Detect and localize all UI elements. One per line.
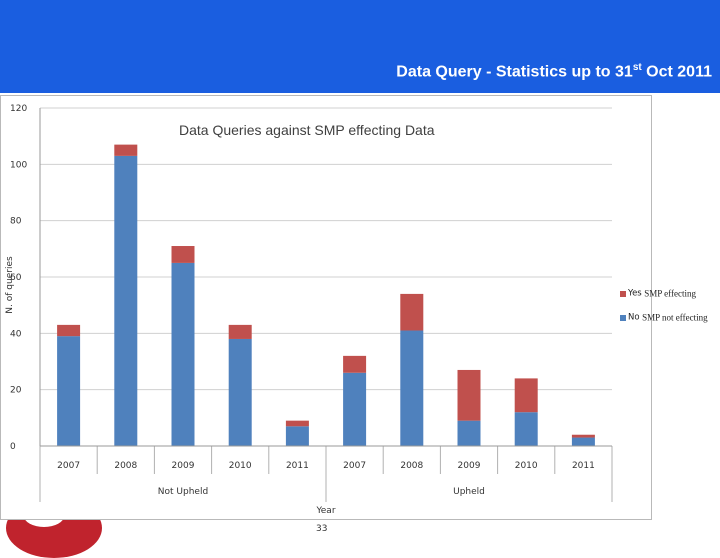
chart-legend: Yes SMP effecting No SMP not effecting bbox=[620, 288, 708, 336]
legend-swatch-yes bbox=[620, 290, 626, 297]
bar-yes-3 bbox=[228, 324, 252, 339]
x-tick-label-3: 2010 bbox=[229, 461, 252, 471]
legend-code-yes: Yes bbox=[628, 288, 642, 299]
x-tick-label-7: 2009 bbox=[458, 461, 481, 471]
bar-no-4 bbox=[285, 426, 309, 446]
y-tick-label-40: 40 bbox=[10, 329, 22, 339]
bar-no-6 bbox=[400, 330, 424, 446]
legend-swatch-no bbox=[620, 314, 626, 321]
bar-yes-7 bbox=[457, 369, 481, 421]
x-tick-label-6: 2008 bbox=[400, 461, 423, 471]
page-number: 33 bbox=[316, 524, 328, 534]
slide-title-main: Data Query - Statistics up to 31 bbox=[396, 63, 633, 81]
bar-no-1 bbox=[114, 155, 138, 446]
bar-yes-2 bbox=[171, 246, 195, 263]
x-tick-label-0: 2007 bbox=[57, 461, 80, 471]
bar-no-7 bbox=[457, 420, 481, 446]
legend-code-no: No bbox=[628, 312, 640, 323]
stacked-bar-chart: 0 20 40 60 80 100 120 2007 2008 2009 2010 2011 2007 2… bbox=[5, 104, 613, 516]
legend-label-yes: SMP effecting bbox=[644, 288, 696, 299]
legend-item-no: No SMP not effecting bbox=[620, 312, 708, 336]
bar-no-5 bbox=[343, 372, 367, 446]
y-axis-title: N. of queries bbox=[5, 256, 15, 314]
chart-title: Data Queries against SMP effecting Data bbox=[179, 122, 435, 138]
bar-yes-6 bbox=[400, 293, 424, 331]
bar-no-3 bbox=[228, 338, 252, 446]
bar-no-9 bbox=[571, 437, 595, 446]
legend-item-yes: Yes SMP effecting bbox=[620, 288, 708, 312]
bar-yes-8 bbox=[514, 378, 538, 413]
bar-yes-1 bbox=[114, 144, 138, 156]
bar-yes-4 bbox=[285, 420, 309, 427]
slide-title-tail: Oct 2011 bbox=[641, 63, 712, 81]
x-tick-label-4: 2011 bbox=[286, 461, 309, 471]
bar-no-8 bbox=[514, 412, 538, 446]
x-tick-label-2: 2009 bbox=[172, 461, 195, 471]
bar-no-0 bbox=[57, 336, 81, 446]
legend-label-no: SMP not effecting bbox=[642, 312, 708, 323]
y-tick-label-60: 60 bbox=[10, 273, 22, 283]
slide-title: Data Query - Statistics up to 31st Oct 2… bbox=[396, 62, 712, 81]
x-axis-title: Year bbox=[315, 506, 335, 516]
header-bar bbox=[0, 0, 720, 93]
group-label-0: Not Upheld bbox=[158, 487, 208, 497]
slide-title-superscript: st bbox=[632, 62, 642, 73]
y-tick-label-120: 120 bbox=[10, 104, 27, 114]
bar-yes-9 bbox=[571, 434, 595, 438]
bar-yes-5 bbox=[343, 355, 367, 373]
x-tick-label-5: 2007 bbox=[343, 461, 366, 471]
x-tick-label-8: 2010 bbox=[515, 461, 538, 471]
y-tick-label-100: 100 bbox=[10, 160, 27, 170]
bar-yes-0 bbox=[57, 324, 81, 337]
x-tick-label-9: 2011 bbox=[572, 461, 595, 471]
y-tick-label-0: 0 bbox=[10, 442, 16, 452]
bar-no-2 bbox=[171, 262, 195, 446]
y-tick-label-20: 20 bbox=[10, 386, 22, 396]
x-tick-label-1: 2008 bbox=[114, 461, 137, 471]
y-tick-label-80: 80 bbox=[10, 217, 22, 227]
group-label-1: Upheld bbox=[453, 487, 485, 497]
